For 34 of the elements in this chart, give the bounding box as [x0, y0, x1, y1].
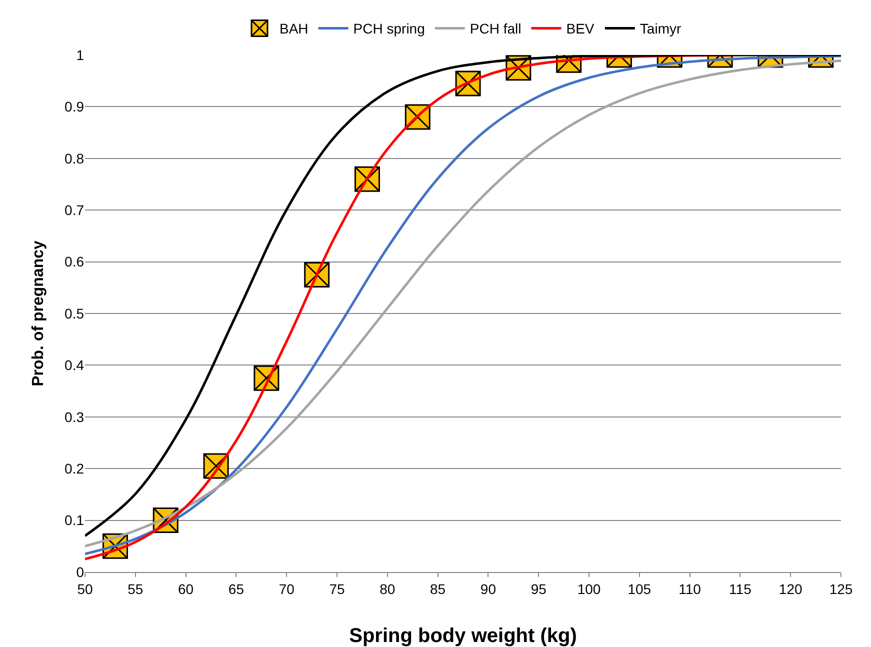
x-tick-label: 70	[278, 580, 295, 597]
x-tick-label: 60	[178, 580, 194, 597]
x-tick-label: 120	[778, 580, 802, 597]
x-tick-label: 55	[128, 580, 144, 597]
x-tick-label: 85	[430, 580, 446, 597]
x-tick-label: 75	[329, 580, 345, 597]
y-tick-label: 0.5	[64, 305, 84, 322]
y-tick-label: 0.8	[64, 150, 84, 166]
x-tick-label: 110	[678, 580, 702, 597]
x-tick-label: 80	[380, 580, 396, 597]
x-axis-title: Spring body weight (kg)	[349, 625, 577, 647]
x-tick-label: 90	[480, 580, 496, 597]
x-tick-label: 95	[530, 580, 547, 597]
legend-label: BEV	[566, 20, 595, 37]
x-tick-label: 105	[628, 580, 652, 597]
x-tick-label: 115	[729, 580, 752, 597]
y-tick-label: 0.1	[64, 512, 84, 528]
legend-label: PCH spring	[353, 20, 425, 37]
y-tick-label: 0.2	[64, 460, 84, 476]
y-axis-title: Prob. of pregnancy	[30, 240, 47, 386]
y-tick-label: 0	[76, 564, 84, 580]
y-tick-label: 0.4	[64, 357, 84, 374]
y-tick-label: 0.6	[64, 254, 84, 270]
x-tick-label: 50	[77, 580, 93, 597]
y-tick-label: 0.3	[64, 408, 84, 425]
x-tick-label: 65	[228, 580, 244, 597]
legend-label: PCH fall	[470, 20, 522, 37]
y-tick-label: 0.7	[64, 202, 84, 218]
y-tick-label: 1	[76, 46, 84, 63]
x-tick-label: 100	[577, 580, 601, 597]
legend-label: Taimyr	[640, 20, 682, 37]
y-tick-label: 0.9	[64, 98, 84, 115]
legend-label: BAH	[280, 20, 308, 37]
x-tick-label: 125	[829, 580, 853, 597]
